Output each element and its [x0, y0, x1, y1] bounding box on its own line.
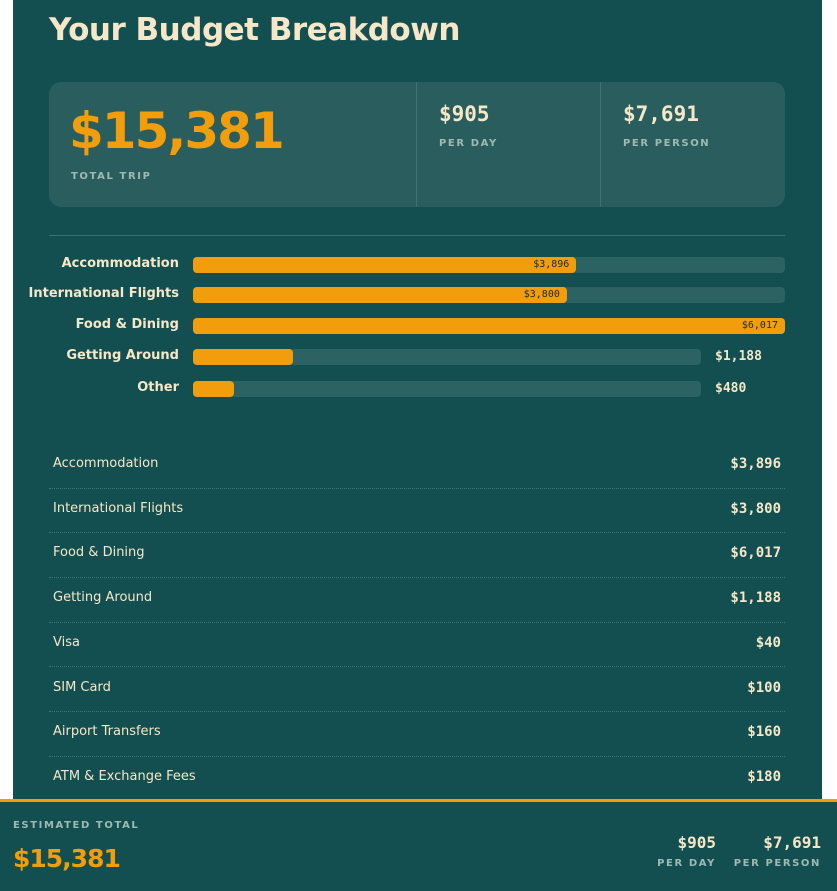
bar [193, 287, 567, 303]
divider [416, 82, 417, 207]
item-amount: $40 [755, 634, 781, 651]
footer-total: $15,381 [13, 844, 121, 873]
row-divider [49, 487, 785, 489]
bar-label: Other [137, 380, 179, 395]
total: $15,381 [69, 102, 285, 160]
item-amount: $180 [747, 768, 781, 785]
item-amount: $100 [747, 679, 781, 696]
summary-card: $15,381 TOTAL TRIP $905 PER DAY $7,691 P… [49, 82, 785, 207]
row-divider [49, 532, 785, 534]
title: Your Budget Breakdown [49, 12, 460, 48]
row-divider [49, 666, 785, 668]
bar-value: $480 [715, 381, 747, 396]
item-name: International Flights [53, 500, 184, 516]
item-name: Accommodation [53, 456, 159, 471]
row-divider [49, 755, 785, 757]
item-name: Getting Around [53, 590, 153, 606]
footer-per-person: $7,691 [763, 833, 821, 852]
row-divider [49, 576, 785, 578]
item-name: Airport Transfers [53, 724, 161, 740]
row-divider [49, 621, 785, 623]
bar-value: $3,896 [533, 259, 570, 270]
per-person-label: PER PERSON [623, 138, 711, 149]
bar-label: Accommodation [61, 256, 179, 271]
item-name: Food & Dining [53, 545, 145, 561]
per-day-label: PER DAY [439, 138, 498, 149]
item-name: ATM & Exchange Fees [53, 768, 196, 784]
bar-value: $3,800 [523, 289, 560, 300]
bar-value: $1,188 [715, 349, 762, 364]
total-label: TOTAL TRIP [71, 171, 152, 182]
footer-label: ESTIMATED TOTAL [13, 820, 140, 831]
item-amount: $6,017 [730, 545, 781, 562]
bar-value: $6,017 [741, 320, 778, 331]
footer: ESTIMATED TOTAL $15,381 $905 PER DAY $7,… [0, 799, 837, 891]
item-name: Visa [53, 634, 80, 650]
item-amount: $160 [747, 724, 781, 741]
row-divider [49, 711, 785, 712]
bar-label: Getting Around [66, 348, 179, 363]
bar [193, 318, 785, 334]
item-amount: $3,896 [730, 456, 781, 472]
bar [193, 257, 577, 273]
item-amount: $1,188 [730, 590, 781, 607]
footer-per-day-label: PER DAY [657, 858, 716, 869]
bar-label: Food & Dining [75, 317, 179, 332]
item-name: SIM Card [53, 679, 111, 695]
item-amount: $3,800 [730, 500, 781, 517]
bar [193, 349, 294, 365]
bar [193, 381, 234, 397]
divider [600, 82, 601, 207]
per-person: $7,691 [623, 102, 699, 126]
footer-per-person-label: PER PERSON [733, 858, 821, 869]
bar-track [193, 381, 701, 397]
bar-track [193, 349, 701, 365]
separator [49, 235, 785, 236]
bar-label: International Flights [28, 286, 179, 301]
per-day: $905 [439, 102, 490, 126]
footer-per-day: $905 [677, 833, 716, 852]
